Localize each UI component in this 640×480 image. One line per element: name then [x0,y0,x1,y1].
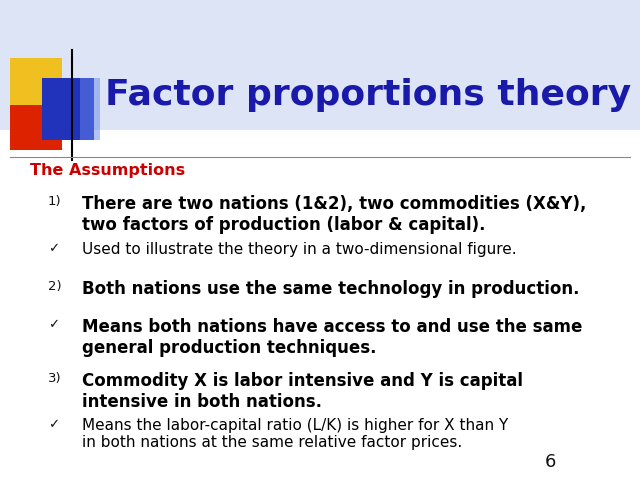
Text: Commodity X is labor intensive and Y is capital
intensive in both nations.: Commodity X is labor intensive and Y is … [82,372,523,411]
Text: Used to illustrate the theory in a two-dimensional figure.: Used to illustrate the theory in a two-d… [82,242,516,257]
Text: 2): 2) [48,280,61,293]
Text: 6: 6 [545,453,556,471]
Text: The Assumptions: The Assumptions [30,163,185,178]
Bar [0,0,640,130]
Text: ✓: ✓ [48,318,59,331]
Bar [80,78,100,140]
Text: ✓: ✓ [48,418,59,431]
Text: There are two nations (1&2), two commodities (X&Y),
two factors of production (l: There are two nations (1&2), two commodi… [82,195,586,234]
Text: Means both nations have access to and use the same
general production techniques: Means both nations have access to and us… [82,318,582,357]
Bar [10,58,62,110]
Text: Means the labor-capital ratio (L/K) is higher for X than Y
in both nations at th: Means the labor-capital ratio (L/K) is h… [82,418,508,450]
Text: ✓: ✓ [48,242,59,255]
Text: Factor proportions theory: Factor proportions theory [105,78,631,112]
Bar [10,105,62,150]
Text: 1): 1) [48,195,61,208]
Bar [42,78,94,140]
Text: Both nations use the same technology in production.: Both nations use the same technology in … [82,280,579,298]
Text: 3): 3) [48,372,61,385]
